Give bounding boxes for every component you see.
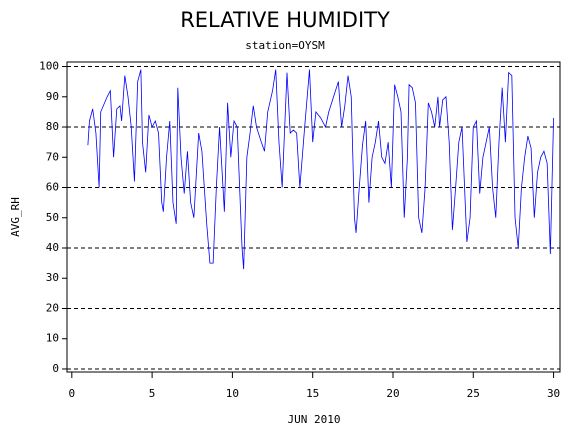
y-tick-label: 50 bbox=[46, 211, 59, 224]
y-tick-label: 90 bbox=[46, 90, 59, 103]
y-tick-label: 70 bbox=[46, 150, 59, 163]
x-tick-label: 20 bbox=[386, 387, 399, 400]
y-tick-label: 40 bbox=[46, 241, 59, 254]
y-axis-label: AVG_RH bbox=[9, 197, 22, 237]
y-tick-label: 0 bbox=[52, 362, 59, 375]
y-tick-label: 80 bbox=[46, 120, 59, 133]
x-tick-label: 5 bbox=[149, 387, 156, 400]
y-tick-label: 60 bbox=[46, 181, 59, 194]
plot-frame bbox=[66, 61, 561, 373]
x-tick-label: 30 bbox=[547, 387, 560, 400]
chart-subtitle: station=OYSM bbox=[245, 39, 325, 52]
y-tick-label: 30 bbox=[46, 271, 59, 284]
data-line bbox=[87, 69, 554, 270]
x-tick-label: 25 bbox=[467, 387, 480, 400]
y-tick-label: 20 bbox=[46, 301, 59, 314]
x-tick-label: 15 bbox=[306, 387, 319, 400]
chart-title: RELATIVE HUMIDITY bbox=[180, 8, 390, 32]
x-tick-label: 10 bbox=[226, 387, 239, 400]
x-tick-label: 0 bbox=[69, 387, 76, 400]
x-axis-label: JUN 2010 bbox=[288, 413, 341, 426]
y-tick-label: 100 bbox=[39, 60, 59, 73]
y-tick-label: 10 bbox=[46, 332, 59, 345]
